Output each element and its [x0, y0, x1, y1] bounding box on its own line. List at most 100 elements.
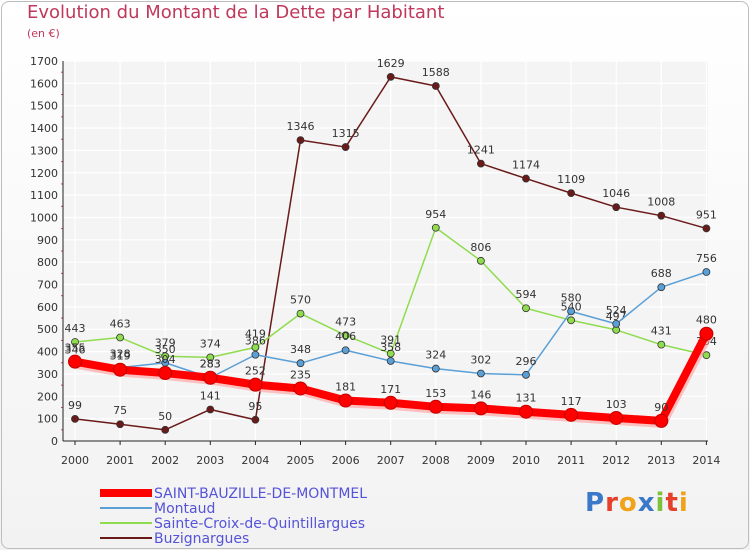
- y-tick-label: 1400: [30, 122, 58, 135]
- y-tick-label: 100: [37, 413, 58, 426]
- data-label: 50: [158, 410, 172, 423]
- data-label: 153: [425, 387, 446, 400]
- data-point: [116, 333, 124, 342]
- logo-letter: i: [678, 488, 689, 518]
- y-tick-label: 400: [37, 346, 58, 359]
- data-label: 181: [335, 381, 356, 394]
- data-label: 1588: [422, 66, 450, 79]
- data-label: 95: [248, 400, 262, 413]
- data-point: [522, 304, 530, 313]
- logo-letter: o: [618, 488, 638, 518]
- y-tick-label: 1100: [30, 189, 58, 202]
- data-point: [71, 338, 79, 346]
- y-tick-label: 1000: [30, 211, 58, 224]
- data-point: [431, 82, 440, 90]
- data-label: 1241: [467, 144, 495, 157]
- data-point: [386, 72, 395, 81]
- chart-title: Evolution du Montant de la Dette par Hab…: [27, 2, 445, 23]
- y-tick-label: 500: [37, 323, 58, 336]
- data-label: 75: [113, 404, 127, 417]
- data-label: 1046: [602, 187, 630, 200]
- data-label: 117: [561, 395, 582, 408]
- chart-subtitle: (en €): [27, 27, 60, 40]
- data-point: [612, 203, 621, 212]
- data-label: 346: [65, 344, 86, 357]
- data-label: 103: [606, 398, 627, 411]
- data-label: 580: [561, 291, 582, 304]
- data-point: [519, 404, 533, 419]
- data-point: [158, 366, 173, 381]
- y-tick-label: 700: [37, 279, 58, 292]
- data-label: 524: [606, 304, 627, 317]
- data-label: 1629: [377, 57, 405, 70]
- data-point: [296, 136, 305, 145]
- data-label: 252: [245, 365, 266, 378]
- data-point: [206, 405, 215, 414]
- data-point: [338, 393, 353, 408]
- data-label: 171: [380, 383, 401, 396]
- x-tick-label: 2008: [422, 454, 450, 467]
- data-label: 146: [470, 388, 491, 401]
- y-tick-label: 200: [37, 390, 58, 403]
- data-label: 374: [200, 337, 221, 350]
- y-tick-label: 1600: [30, 77, 58, 90]
- data-label: 480: [696, 314, 717, 327]
- data-point: [68, 354, 82, 369]
- data-point: [476, 256, 485, 265]
- data-point: [522, 174, 530, 183]
- data-label: 954: [425, 208, 446, 221]
- data-label: 324: [425, 349, 446, 362]
- x-tick-label: 2005: [287, 454, 315, 467]
- y-tick-label: 1300: [30, 144, 58, 157]
- data-label: 348: [290, 343, 311, 356]
- x-tick-label: 2009: [467, 454, 495, 467]
- data-point: [428, 399, 443, 414]
- data-label: 951: [696, 208, 717, 221]
- data-label: 463: [110, 318, 131, 331]
- data-label: 304: [155, 353, 176, 366]
- data-label: 90: [654, 401, 668, 414]
- proxiti-logo: Proxiti: [585, 488, 689, 518]
- x-tick-label: 2004: [241, 454, 269, 467]
- logo-letter: t: [665, 488, 679, 518]
- data-label: 99: [68, 399, 82, 412]
- data-label: 328: [110, 348, 131, 361]
- x-tick-label: 2000: [61, 454, 89, 467]
- y-tick-label: 0: [51, 435, 58, 448]
- x-tick-label: 2002: [151, 454, 179, 467]
- y-tick-label: 600: [37, 301, 58, 314]
- y-tick-label: 800: [37, 256, 58, 269]
- data-point: [341, 331, 350, 340]
- data-point: [248, 377, 263, 392]
- data-point: [161, 425, 170, 434]
- data-point: [473, 401, 488, 416]
- data-point: [657, 283, 666, 292]
- data-point: [383, 395, 398, 410]
- x-tick-label: 2012: [602, 454, 630, 467]
- data-label: 355: [65, 342, 86, 355]
- data-point: [206, 353, 215, 362]
- data-label: 1008: [647, 196, 675, 209]
- data-label: 296: [516, 355, 537, 368]
- data-label: 358: [380, 341, 401, 354]
- data-point: [657, 211, 666, 220]
- data-point: [296, 359, 305, 368]
- data-point: [476, 159, 485, 168]
- x-tick-label: 2013: [647, 454, 675, 467]
- data-point: [609, 410, 624, 425]
- data-label: 283: [200, 358, 221, 371]
- legend-label: Montaud: [154, 501, 215, 517]
- y-tick-label: 1200: [30, 167, 58, 180]
- data-label: 391: [380, 334, 401, 347]
- data-label: 806: [470, 241, 491, 254]
- data-point: [476, 369, 485, 378]
- data-point: [116, 420, 124, 429]
- data-label: 473: [335, 315, 356, 328]
- x-tick-label: 2006: [332, 454, 360, 467]
- data-label: 141: [200, 389, 221, 402]
- data-point: [567, 307, 575, 316]
- data-label: 431: [651, 325, 672, 338]
- logo-letter: r: [605, 488, 619, 518]
